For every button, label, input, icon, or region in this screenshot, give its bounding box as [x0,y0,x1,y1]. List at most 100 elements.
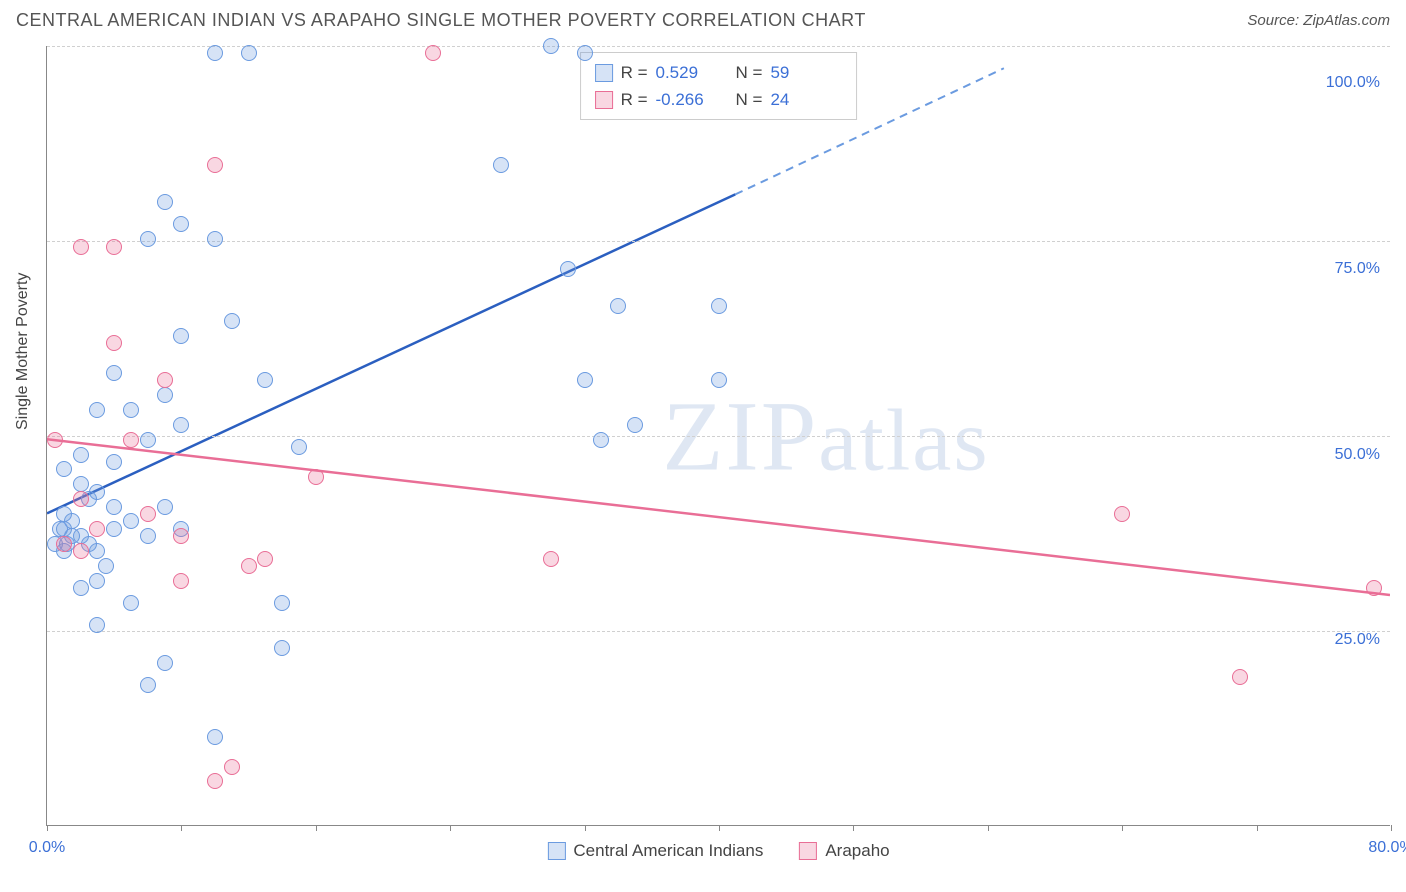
data-point [56,461,72,477]
legend-label-0: Central American Indians [573,841,763,861]
x-tick [1257,825,1258,831]
legend-item-0: Central American Indians [547,841,763,861]
gridline [47,631,1390,632]
data-point [577,45,593,61]
data-point [73,543,89,559]
data-point [89,573,105,589]
data-point [543,38,559,54]
legend-item-1: Arapaho [799,841,889,861]
r-value-0: 0.529 [656,59,728,86]
data-point [207,157,223,173]
data-point [52,521,68,537]
legend-swatch-1 [595,91,613,109]
x-tick [181,825,182,831]
data-point [291,439,307,455]
data-point [98,558,114,574]
data-point [140,231,156,247]
data-point [157,499,173,515]
y-tick-label: 100.0% [1326,74,1380,92]
gridline [47,241,1390,242]
data-point [560,261,576,277]
y-tick-label: 25.0% [1335,631,1380,649]
data-point [207,231,223,247]
x-tick [1391,825,1392,831]
data-point [123,402,139,418]
data-point [627,417,643,433]
data-point [157,194,173,210]
data-point [1366,580,1382,596]
scatter-plot: ZIPatlas R = 0.529 N = 59 R = -0.266 N =… [46,46,1390,826]
data-point [493,157,509,173]
r-label: R = [621,59,648,86]
data-point [106,239,122,255]
data-point [73,580,89,596]
data-point [106,454,122,470]
x-tick [316,825,317,831]
data-point [140,432,156,448]
legend-row-series-0: R = 0.529 N = 59 [595,59,843,86]
data-point [56,536,72,552]
data-point [610,298,626,314]
data-point [274,640,290,656]
data-point [257,551,273,567]
data-point [73,476,89,492]
data-point [106,521,122,537]
source-label: Source: ZipAtlas.com [1247,12,1390,29]
source-prefix: Source: [1247,12,1303,29]
data-point [106,499,122,515]
data-point [173,328,189,344]
data-point [157,372,173,388]
data-point [711,298,727,314]
data-point [173,573,189,589]
legend-swatch-bottom-1 [799,842,817,860]
y-tick-label: 50.0% [1335,446,1380,464]
data-point [123,595,139,611]
data-point [425,45,441,61]
data-point [1232,669,1248,685]
data-point [123,513,139,529]
data-point [274,595,290,611]
series-legend: Central American Indians Arapaho [547,841,889,861]
x-tick [450,825,451,831]
data-point [257,372,273,388]
data-point [140,677,156,693]
data-point [173,216,189,232]
gridline [47,436,1390,437]
data-point [711,372,727,388]
x-tick [1122,825,1123,831]
data-point [173,528,189,544]
watermark-small: atlas [818,392,989,489]
data-point [308,469,324,485]
data-point [106,365,122,381]
data-point [157,655,173,671]
data-point [123,432,139,448]
n-label: N = [736,59,763,86]
data-point [140,528,156,544]
legend-swatch-bottom-0 [547,842,565,860]
correlation-legend: R = 0.529 N = 59 R = -0.266 N = 24 [580,52,858,120]
data-point [157,387,173,403]
data-point [89,543,105,559]
data-point [89,617,105,633]
data-point [106,335,122,351]
source-value: ZipAtlas.com [1303,12,1390,29]
y-axis-label: Single Mother Poverty [14,273,32,430]
data-point [1114,506,1130,522]
legend-row-series-1: R = -0.266 N = 24 [595,86,843,113]
data-point [207,45,223,61]
x-tick-label: 80.0% [1368,839,1406,857]
data-point [73,239,89,255]
legend-swatch-0 [595,64,613,82]
data-point [241,558,257,574]
data-point [207,729,223,745]
data-point [173,417,189,433]
data-point [73,447,89,463]
n-value-1: 24 [770,86,842,113]
data-point [89,521,105,537]
data-point [47,432,63,448]
x-tick [47,825,48,831]
x-tick-label: 0.0% [29,839,65,857]
r-value-1: -0.266 [656,86,728,113]
data-point [89,402,105,418]
x-tick [988,825,989,831]
